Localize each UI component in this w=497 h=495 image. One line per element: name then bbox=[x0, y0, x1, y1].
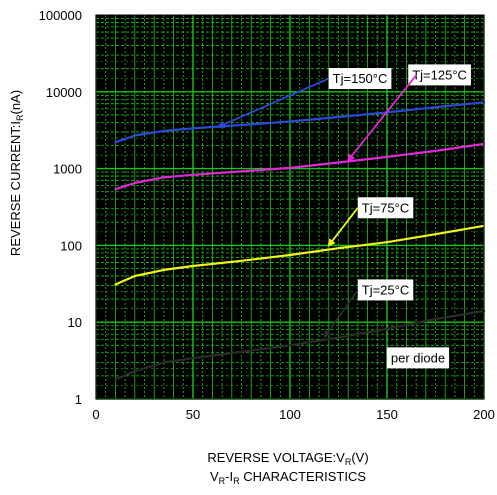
grid bbox=[95, 15, 485, 400]
annotation-label: Tj=150°C bbox=[333, 71, 388, 86]
annotation-box bbox=[328, 68, 392, 90]
y-tick-labels: 1 10 100 1000 10000 100000 bbox=[39, 8, 82, 407]
y-tick-label: 10 bbox=[68, 315, 82, 330]
annotation-box bbox=[386, 347, 450, 369]
annotation-label: Tj=75°C bbox=[362, 200, 409, 215]
x-tick-label: 200 bbox=[473, 407, 495, 422]
annotation-arrow bbox=[216, 77, 330, 129]
x-axis-label: REVERSE VOLTAGE:VR(V) bbox=[207, 450, 368, 467]
annotation-box bbox=[357, 197, 414, 219]
y-axis-label: REVERSE CURRENT:IR(nA) bbox=[8, 90, 25, 256]
y-tick-label: 10000 bbox=[46, 85, 82, 100]
y-tick-label: 100 bbox=[60, 238, 82, 253]
series-line bbox=[114, 309, 486, 381]
x-tick-label: 150 bbox=[376, 407, 398, 422]
series-line bbox=[114, 224, 486, 286]
series-line bbox=[114, 142, 486, 191]
annotation-arrow bbox=[327, 207, 359, 247]
annotation-label: Tj=25°C bbox=[362, 282, 409, 297]
y-tick-label: 1000 bbox=[53, 162, 82, 177]
annotation-label: per diode bbox=[391, 350, 445, 365]
annotations: Tj=150°C Tj=125°C Tj=75°C Tj=25°C per diode bbox=[216, 64, 471, 369]
annotation-label: Tj=125°C bbox=[412, 67, 467, 82]
annotation-arrow bbox=[346, 74, 418, 162]
y-tick-label: 1 bbox=[75, 392, 82, 407]
x-tick-label: 0 bbox=[92, 407, 99, 422]
chart-title: VR-IR CHARACTERISTICS bbox=[210, 469, 366, 486]
plot-frame bbox=[95, 14, 485, 400]
y-tick-label: 100000 bbox=[39, 8, 82, 23]
x-tick-label: 50 bbox=[186, 407, 200, 422]
annotation-arrow bbox=[323, 289, 359, 339]
annotation-box bbox=[408, 64, 471, 86]
series-group bbox=[114, 101, 486, 381]
series-line bbox=[114, 101, 486, 144]
x-tick-label: 100 bbox=[279, 407, 301, 422]
x-tick-labels: 0 50 100 150 200 bbox=[92, 407, 494, 422]
annotation-box bbox=[357, 279, 414, 301]
